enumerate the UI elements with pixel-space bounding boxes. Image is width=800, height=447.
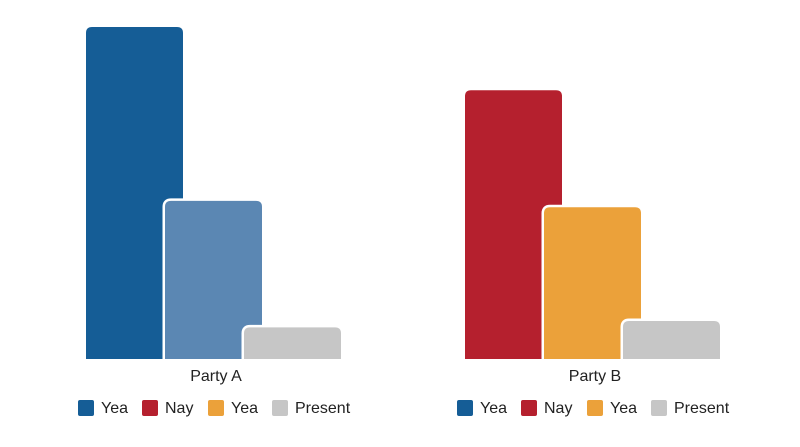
- legend-label: Nay: [544, 400, 572, 417]
- legend-swatch: [587, 400, 603, 416]
- legend-swatch: [651, 400, 667, 416]
- bar: [162, 198, 265, 362]
- legend-swatch: [521, 400, 537, 416]
- bar: [465, 90, 562, 359]
- legend-swatch: [78, 400, 94, 416]
- legend-swatch: [208, 400, 224, 416]
- bar: [241, 324, 344, 362]
- legend-label: Yea: [231, 400, 258, 417]
- legend-swatch: [142, 400, 158, 416]
- bar: [541, 204, 644, 362]
- legend-label: Present: [295, 400, 351, 417]
- legend-label: Nay: [165, 400, 193, 417]
- bar: [86, 27, 183, 359]
- x-axis-label: Party A: [190, 368, 242, 385]
- legend-label: Yea: [610, 400, 637, 417]
- legend-swatch: [457, 400, 473, 416]
- bar: [620, 318, 723, 362]
- legend-label: Yea: [101, 400, 128, 417]
- legend-label: Present: [674, 400, 730, 417]
- legend-swatch: [272, 400, 288, 416]
- legend-label: Yea: [480, 400, 507, 417]
- x-axis-label: Party B: [569, 368, 621, 385]
